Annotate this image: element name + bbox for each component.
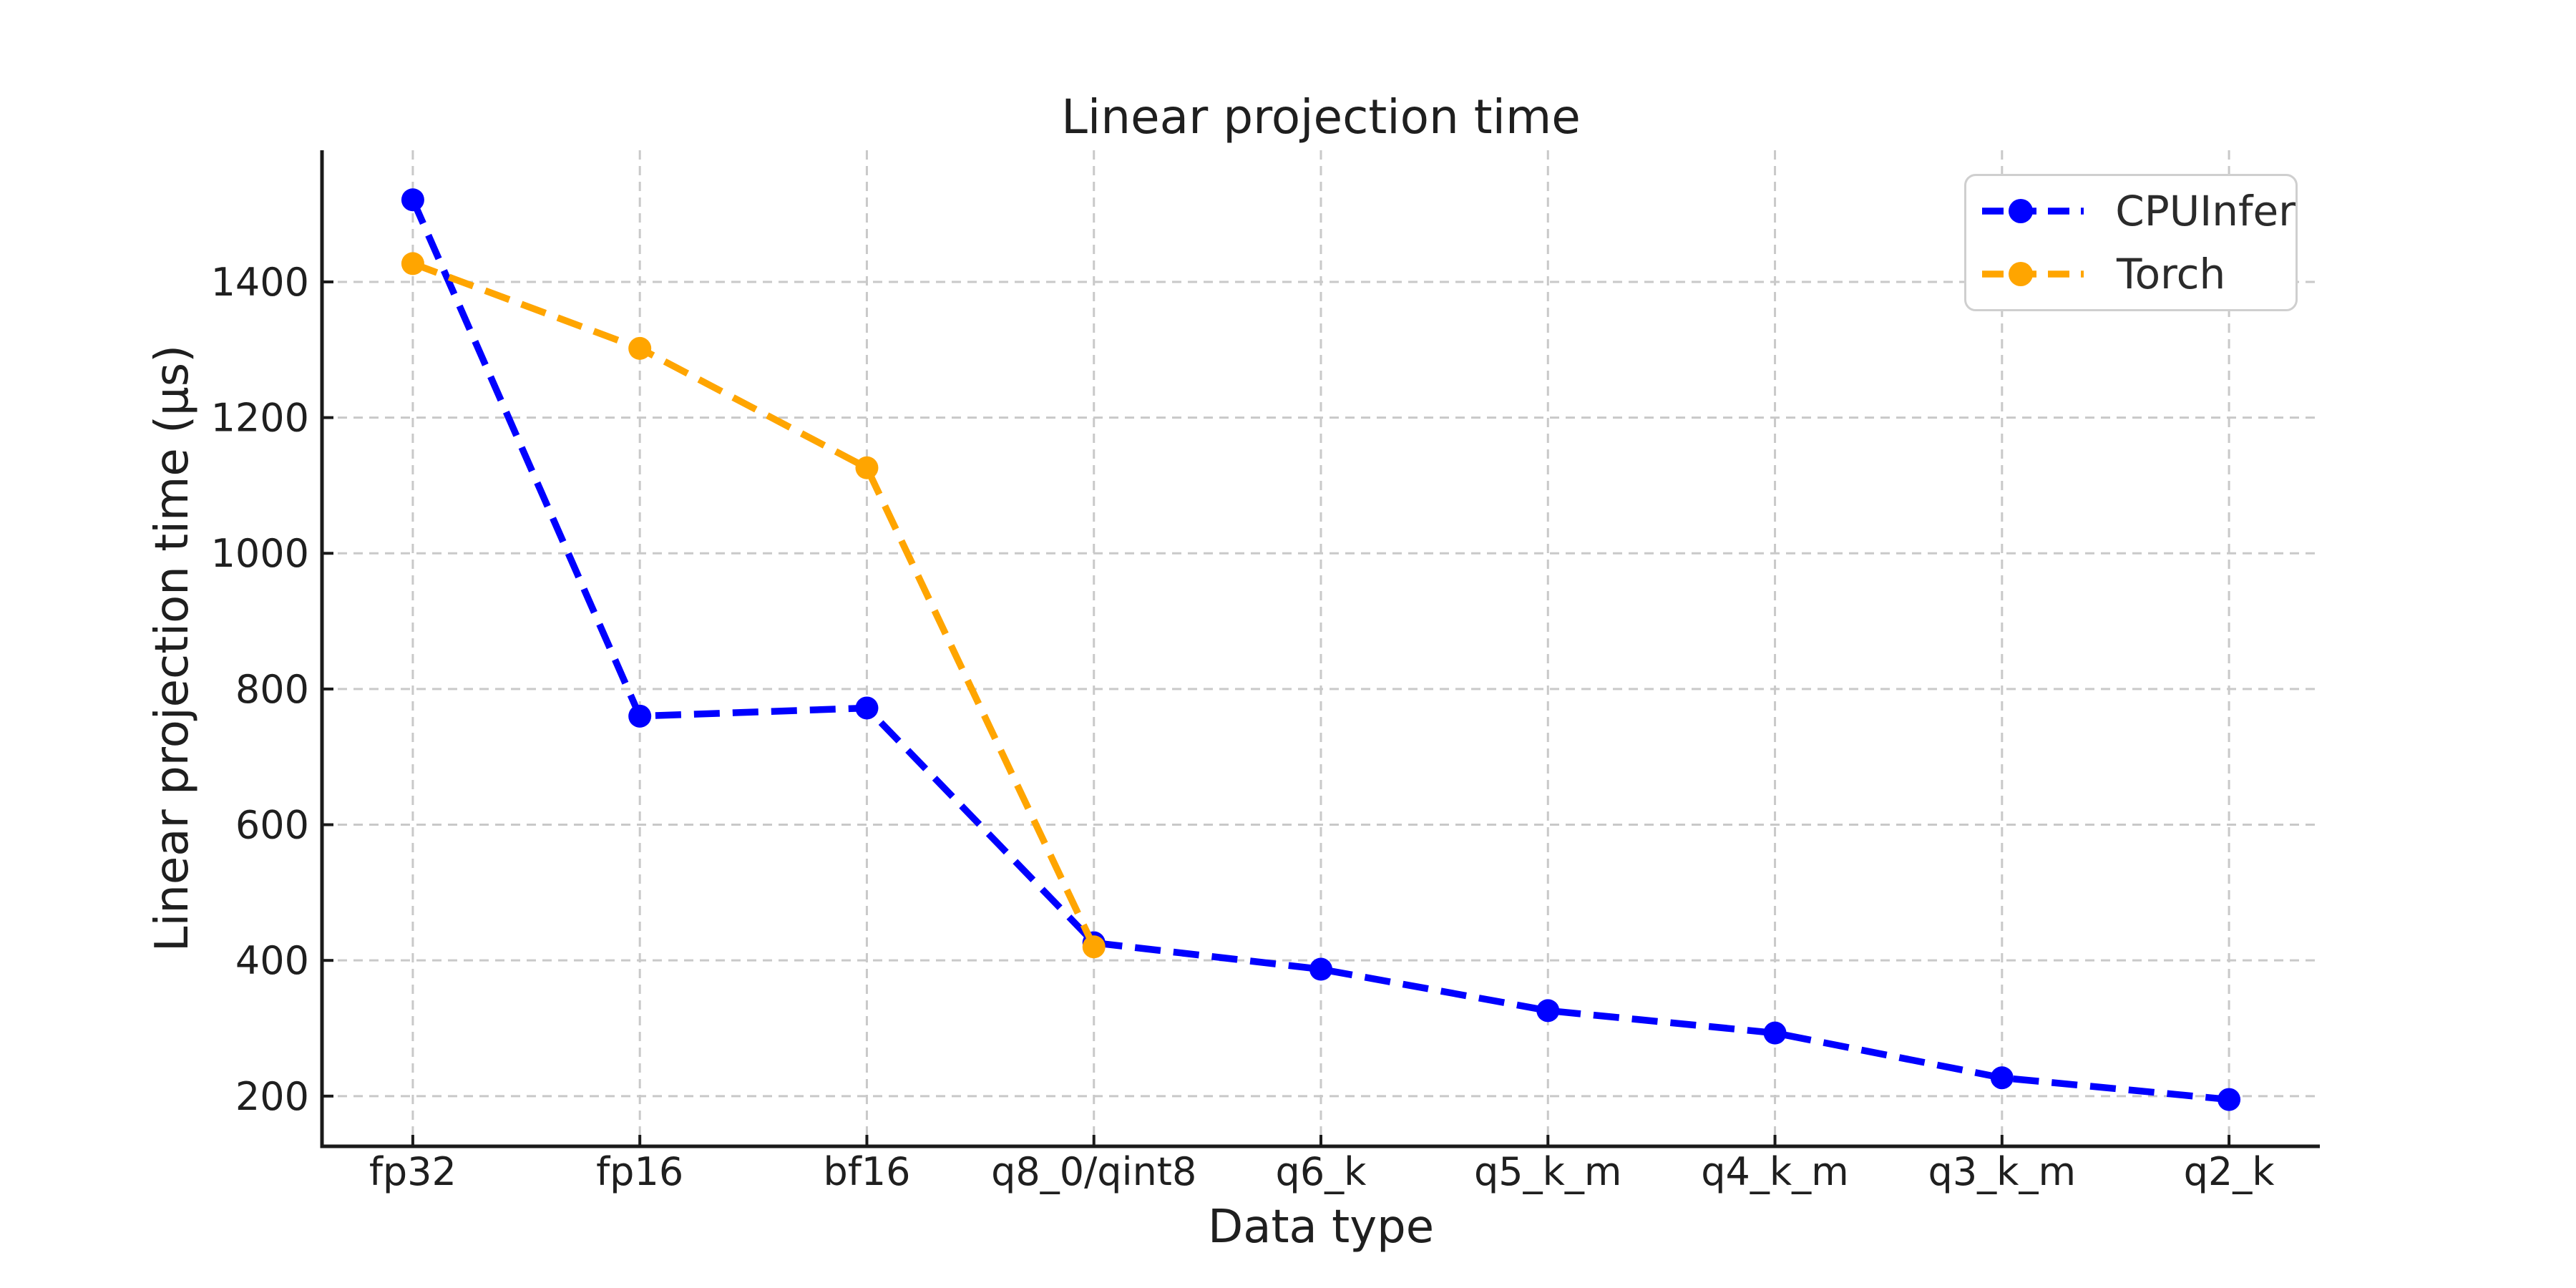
- x-tick-label: q8_0/qint8: [991, 1149, 1196, 1194]
- cpuinfer-marker: [855, 696, 879, 720]
- axis-layer: fp32 fp16 bf16 q8_0/qint8 q6_k q5_k_m q4_k_m q3…: [211, 150, 2320, 1194]
- y-tick-label: 1000: [211, 531, 309, 576]
- cpuinfer-marker: [1536, 999, 1560, 1023]
- legend-swatch-torch: [1982, 262, 2084, 286]
- legend-row-cpuinfer: CPUInfer: [1979, 180, 2296, 243]
- x-tick-label: q5_k_m: [1474, 1149, 1622, 1194]
- torch-marker: [1082, 935, 1106, 959]
- torch-marker: [628, 336, 652, 360]
- legend: CPUInfer Torch: [1964, 174, 2298, 311]
- x-tick-label: fp16: [596, 1149, 683, 1194]
- legend-row-torch: Torch: [1979, 243, 2296, 306]
- cpuinfer-marker: [1763, 1021, 1787, 1045]
- legend-label: CPUInfer: [2115, 187, 2296, 235]
- y-tick-label: 400: [235, 938, 309, 983]
- chart-title: Linear projection time: [1061, 89, 1581, 145]
- x-tick-label: bf16: [823, 1149, 910, 1194]
- y-tick-label: 800: [235, 667, 309, 712]
- x-tick-label: q4_k_m: [1701, 1149, 1849, 1194]
- torch-marker: [401, 252, 424, 275]
- x-axis-label: Data type: [1208, 1201, 1434, 1254]
- x-tick-label: q2_k: [2184, 1149, 2275, 1194]
- cpuinfer-marker: [1990, 1066, 2014, 1090]
- y-tick-label: 600: [235, 803, 309, 848]
- legend-rows: CPUInfer Torch: [1979, 180, 2296, 306]
- series-layer: [401, 188, 2241, 1111]
- y-tick-label: 200: [235, 1074, 309, 1119]
- legend-marker-sample: [2009, 262, 2033, 286]
- torch-line: [411, 260, 1098, 949]
- torch-marker: [855, 456, 879, 479]
- x-tick-label: fp32: [369, 1149, 457, 1194]
- cpuinfer-marker: [401, 188, 424, 212]
- y-axis-label: Linear projection time (μs): [146, 345, 199, 952]
- x-tick-label: q3_k_m: [1928, 1149, 2077, 1194]
- x-tick-label: q6_k: [1276, 1149, 1367, 1194]
- y-tick-label: 1400: [211, 260, 309, 305]
- legend-marker-sample: [2009, 199, 2033, 223]
- legend-swatch-cpuinfer: [1982, 199, 2084, 223]
- cpuinfer-marker: [2218, 1088, 2241, 1111]
- y-tick-label: 1200: [211, 396, 309, 441]
- cpuinfer-marker: [1309, 957, 1332, 981]
- cpuinfer-line: [409, 198, 2230, 1103]
- legend-label: Torch: [2117, 250, 2226, 298]
- cpuinfer-marker: [628, 704, 652, 728]
